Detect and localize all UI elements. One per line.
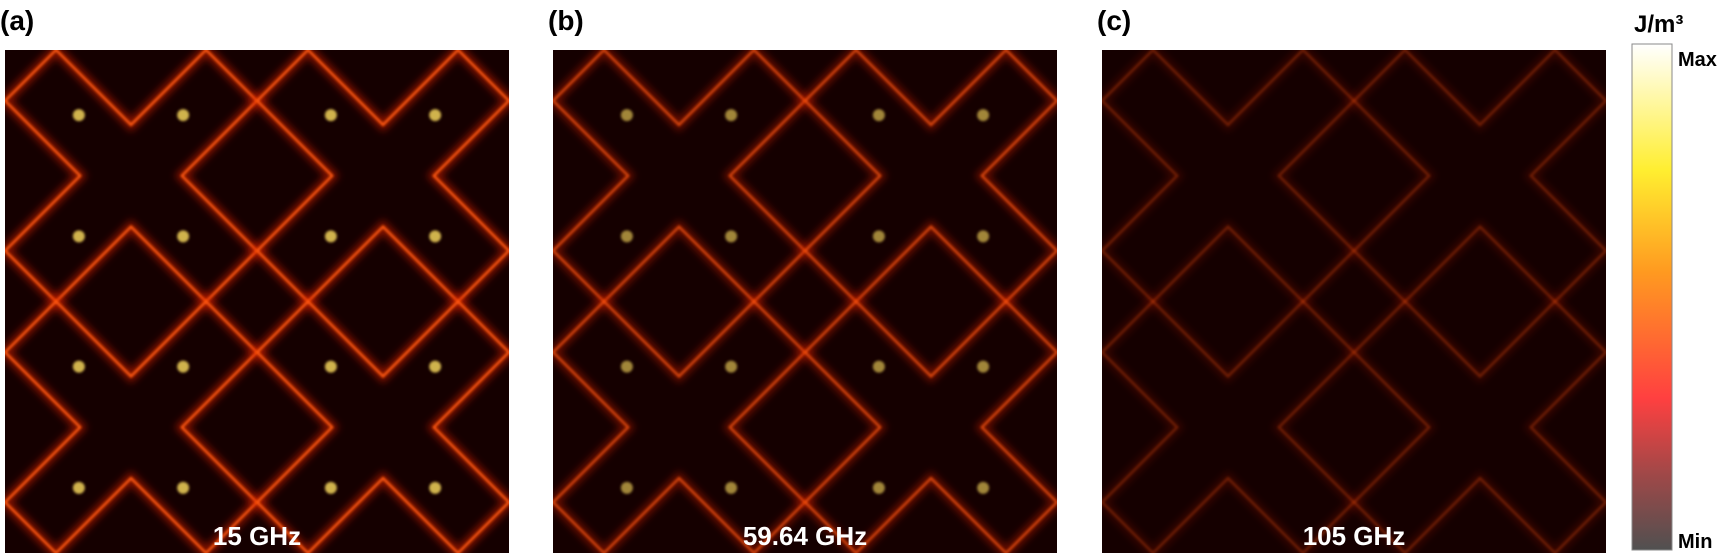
field-map bbox=[5, 50, 509, 553]
panel-label: (b) bbox=[548, 5, 584, 36]
panel-label: (c) bbox=[1097, 5, 1131, 36]
colorbar-max: Max bbox=[1678, 49, 1717, 71]
hotspot bbox=[429, 109, 442, 122]
frequency-label: 59.64 GHz bbox=[743, 521, 867, 551]
hotspot bbox=[620, 109, 633, 122]
hotspot bbox=[72, 481, 85, 494]
hotspot bbox=[725, 109, 738, 122]
hotspot bbox=[620, 360, 633, 373]
hotspot bbox=[177, 109, 190, 122]
panel-background bbox=[553, 50, 1057, 553]
colorbar bbox=[1631, 43, 1673, 551]
panel-background bbox=[1102, 50, 1606, 553]
hotspot bbox=[620, 481, 633, 494]
hotspot bbox=[872, 481, 885, 494]
hotspot bbox=[324, 109, 337, 122]
hotspot bbox=[177, 481, 190, 494]
hotspot bbox=[872, 230, 885, 243]
hotspot bbox=[72, 360, 85, 373]
hotspot bbox=[324, 360, 337, 373]
hotspot bbox=[429, 481, 442, 494]
panel-label: (a) bbox=[0, 5, 34, 36]
x-edge bbox=[803, 299, 1057, 553]
hotspot bbox=[977, 230, 990, 243]
hotspot bbox=[177, 360, 190, 373]
hotspot bbox=[620, 230, 633, 243]
hotspot bbox=[977, 109, 990, 122]
hotspot bbox=[725, 230, 738, 243]
x-edge bbox=[255, 299, 509, 553]
hotspot bbox=[72, 109, 85, 122]
hotspot bbox=[324, 230, 337, 243]
hotspot bbox=[977, 481, 990, 494]
hotspot bbox=[725, 481, 738, 494]
colorbar-unit: J/m³ bbox=[1634, 11, 1683, 38]
hotspot bbox=[725, 360, 738, 373]
frequency-label: 105 GHz bbox=[1303, 521, 1406, 551]
x-edge bbox=[1352, 50, 1606, 304]
hotspot bbox=[872, 360, 885, 373]
field-map bbox=[1102, 50, 1606, 553]
hotspot bbox=[977, 360, 990, 373]
hotspot bbox=[324, 481, 337, 494]
colorbar-min: Min bbox=[1678, 531, 1712, 553]
frequency-label: 15 GHz bbox=[213, 521, 301, 551]
panel-background bbox=[5, 50, 509, 553]
x-edge bbox=[255, 50, 509, 304]
x-edge bbox=[1352, 299, 1606, 553]
hotspot bbox=[872, 109, 885, 122]
hotspot bbox=[429, 360, 442, 373]
hotspot bbox=[177, 230, 190, 243]
hotspot bbox=[72, 230, 85, 243]
x-edge bbox=[803, 50, 1057, 304]
field-map bbox=[553, 50, 1057, 553]
hotspot bbox=[429, 230, 442, 243]
